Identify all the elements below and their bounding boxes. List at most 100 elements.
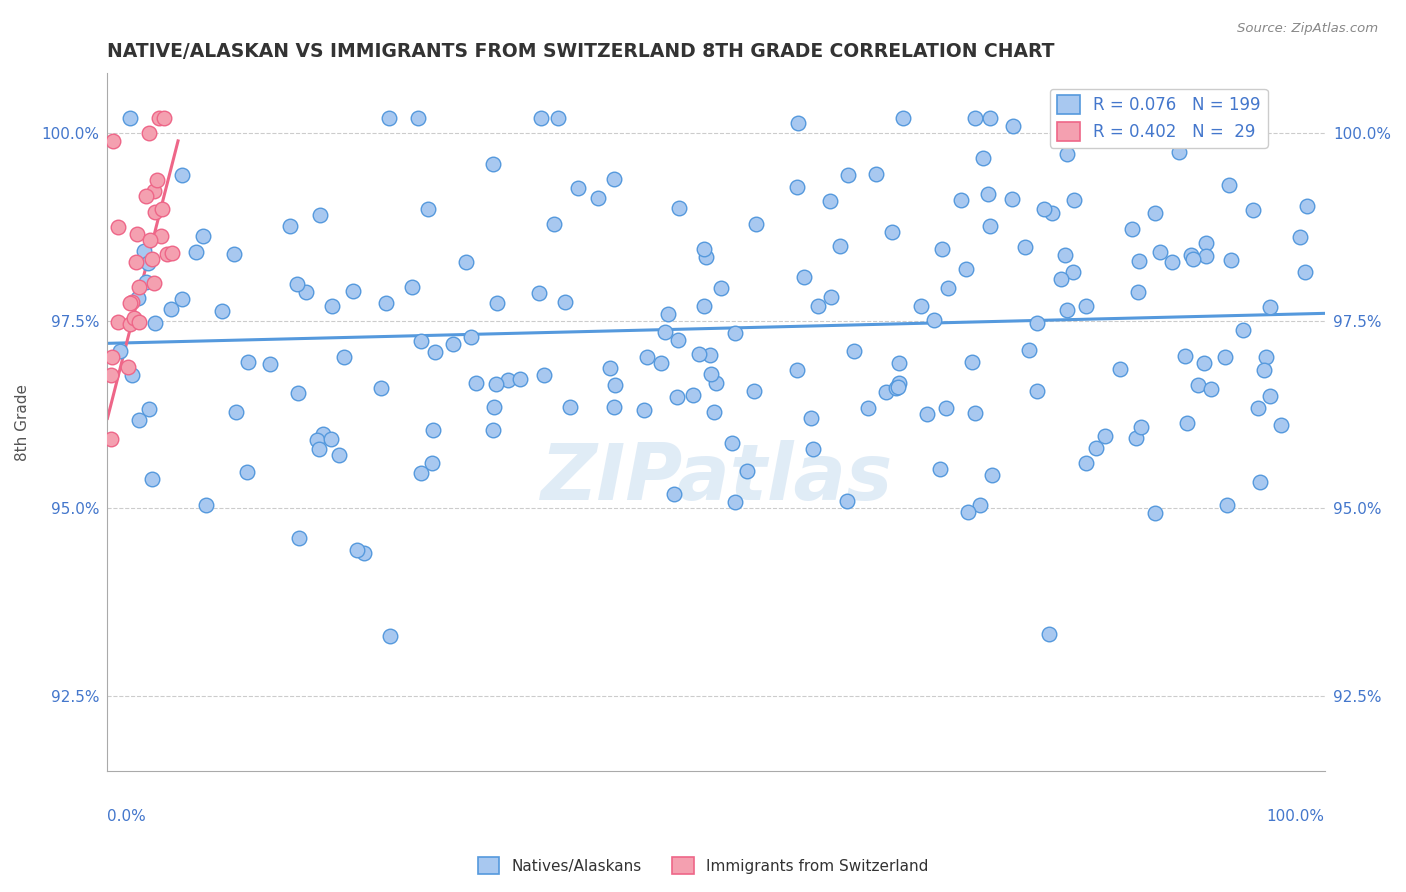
Point — [650, 356, 672, 370]
Point — [378, 629, 401, 643]
Point — [118, 112, 141, 126]
Point — [321, 432, 343, 446]
Point — [856, 401, 879, 416]
Point — [125, 255, 148, 269]
Point — [1213, 350, 1236, 364]
Point — [891, 112, 914, 126]
Point — [481, 157, 503, 171]
Point — [884, 380, 907, 394]
Point — [1294, 265, 1316, 279]
Point — [602, 172, 624, 186]
Point — [422, 423, 444, 437]
Point — [972, 151, 994, 165]
Point — [370, 381, 392, 395]
Point — [803, 442, 825, 456]
Point — [887, 376, 910, 391]
Point — [1125, 431, 1147, 445]
Point — [692, 298, 714, 312]
Point — [1168, 145, 1191, 159]
Point — [1195, 235, 1218, 250]
Point — [818, 194, 841, 208]
Point — [1032, 202, 1054, 216]
Point — [915, 407, 938, 421]
Point — [409, 334, 432, 349]
Point — [807, 299, 830, 313]
Point — [1247, 401, 1270, 415]
Point — [422, 456, 444, 470]
Point — [285, 277, 308, 291]
Point — [786, 363, 808, 377]
Point — [1143, 506, 1166, 520]
Point — [1001, 119, 1024, 133]
Point — [148, 112, 170, 126]
Point — [955, 261, 977, 276]
Point — [1149, 245, 1171, 260]
Text: Source: ZipAtlas.com: Source: ZipAtlas.com — [1237, 22, 1378, 36]
Point — [1161, 112, 1184, 126]
Point — [194, 498, 217, 512]
Point — [1195, 250, 1218, 264]
Point — [378, 112, 401, 126]
Point — [527, 286, 550, 301]
Point — [211, 304, 233, 318]
Point — [225, 405, 247, 419]
Point — [134, 275, 156, 289]
Legend: Natives/Alaskans, Immigrants from Switzerland: Natives/Alaskans, Immigrants from Switze… — [471, 851, 935, 880]
Point — [654, 325, 676, 339]
Point — [401, 279, 423, 293]
Point — [342, 284, 364, 298]
Point — [1052, 114, 1074, 128]
Point — [484, 400, 506, 414]
Point — [101, 134, 124, 148]
Point — [699, 367, 721, 381]
Point — [742, 384, 765, 398]
Point — [657, 307, 679, 321]
Point — [409, 467, 432, 481]
Point — [1128, 253, 1150, 268]
Point — [305, 433, 328, 447]
Text: NATIVE/ALASKAN VS IMMIGRANTS FROM SWITZERLAND 8TH GRADE CORRELATION CHART: NATIVE/ALASKAN VS IMMIGRANTS FROM SWITZE… — [107, 42, 1054, 61]
Point — [1288, 230, 1310, 244]
Point — [127, 291, 149, 305]
Point — [1038, 626, 1060, 640]
Point — [910, 300, 932, 314]
Point — [117, 360, 139, 375]
Y-axis label: 8th Grade: 8th Grade — [15, 384, 30, 460]
Point — [100, 432, 122, 446]
Point — [423, 345, 446, 359]
Point — [1056, 146, 1078, 161]
Point — [828, 239, 851, 253]
Point — [889, 356, 911, 370]
Point — [1220, 252, 1243, 267]
Point — [1126, 285, 1149, 300]
Point — [1074, 456, 1097, 470]
Point — [786, 116, 808, 130]
Point — [101, 350, 124, 364]
Point — [720, 435, 742, 450]
Point — [950, 193, 973, 207]
Point — [1175, 417, 1198, 431]
Point — [835, 494, 858, 508]
Point — [138, 126, 160, 140]
Point — [724, 495, 747, 509]
Point — [1216, 498, 1239, 512]
Point — [1270, 418, 1292, 433]
Point — [107, 315, 129, 329]
Point — [170, 168, 193, 182]
Point — [107, 219, 129, 234]
Point — [287, 532, 309, 546]
Point — [222, 246, 245, 260]
Point — [128, 413, 150, 427]
Point — [1025, 316, 1047, 330]
Point — [236, 355, 259, 369]
Point — [688, 347, 710, 361]
Point — [956, 505, 979, 519]
Point — [321, 299, 343, 313]
Point — [800, 411, 823, 425]
Point — [170, 293, 193, 307]
Point — [138, 402, 160, 417]
Point — [1241, 202, 1264, 217]
Point — [1025, 384, 1047, 398]
Point — [558, 400, 581, 414]
Point — [1180, 248, 1202, 262]
